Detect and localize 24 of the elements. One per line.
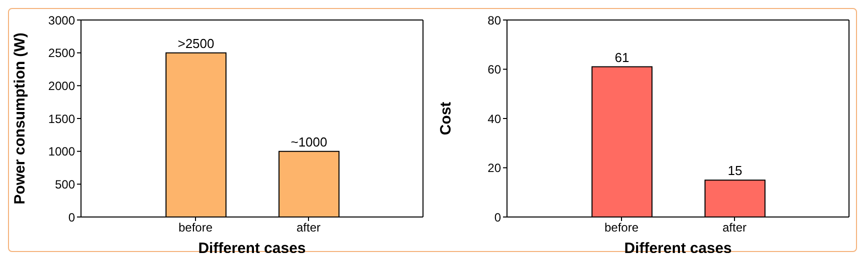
y-tick-label: 20 bbox=[488, 161, 502, 176]
data-label: ~1000 bbox=[290, 134, 328, 150]
y-tick-label: 3000 bbox=[48, 13, 76, 28]
y-tick-label: 1000 bbox=[48, 144, 76, 159]
x-tick-label: after bbox=[722, 220, 747, 235]
data-label: 15 bbox=[728, 163, 742, 178]
y-tick-label: 60 bbox=[488, 62, 502, 77]
y-tick-label: 0 bbox=[494, 210, 502, 224]
y-axis-title: Power consumption (W) bbox=[11, 32, 28, 204]
y-tick-label: 40 bbox=[488, 112, 502, 126]
y-tick-label: 2000 bbox=[48, 78, 76, 93]
data-label: 61 bbox=[614, 50, 630, 65]
y-axis-title: Cost bbox=[437, 102, 454, 136]
x-axis-title: Different cases bbox=[624, 240, 732, 257]
x-tick-label: before bbox=[178, 220, 213, 235]
y-tick-label: 80 bbox=[488, 13, 502, 28]
x-axis-title: Different cases bbox=[198, 240, 306, 257]
data-label: >2500 bbox=[178, 36, 214, 51]
y-tick-label: 500 bbox=[54, 177, 76, 192]
y-tick-label: 1500 bbox=[48, 112, 76, 126]
y-tick-label: 0 bbox=[68, 210, 76, 224]
x-tick-label: after bbox=[296, 220, 321, 235]
x-tick-label: before bbox=[604, 220, 639, 235]
y-tick-label: 2500 bbox=[48, 46, 76, 60]
